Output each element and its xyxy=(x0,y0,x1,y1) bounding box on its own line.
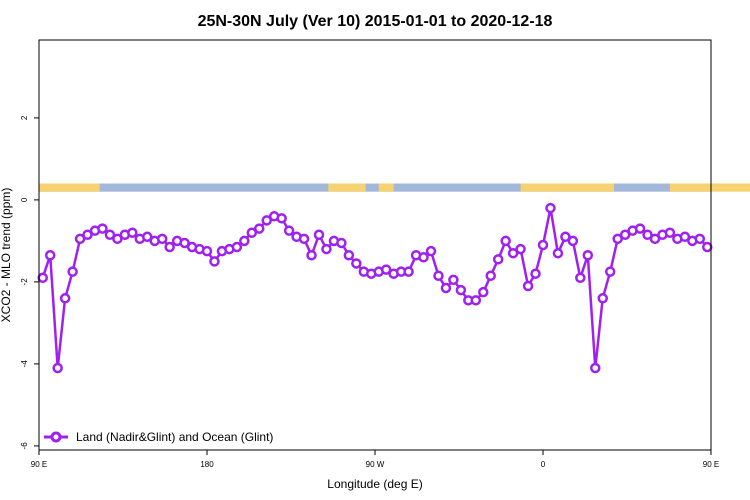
x-tick-label: 90 E xyxy=(31,460,47,469)
data-point xyxy=(104,229,116,240)
data-point xyxy=(336,237,347,249)
data-point xyxy=(664,227,676,238)
y-axis-label: XCO2 - MLO trend (ppm) xyxy=(0,188,13,323)
data-point xyxy=(82,229,93,240)
data-point xyxy=(694,233,706,245)
data-point xyxy=(59,293,71,304)
land-segment-3 xyxy=(520,183,614,192)
data-point xyxy=(575,272,586,284)
series-line xyxy=(41,206,709,370)
land-segment-0 xyxy=(39,183,100,192)
data-point xyxy=(478,286,489,298)
data-point xyxy=(619,229,631,240)
y-tick-label: -2 xyxy=(20,278,29,286)
y-tick-label: -6 xyxy=(20,442,29,450)
data-point xyxy=(433,270,444,281)
data-point xyxy=(74,233,86,245)
data-point xyxy=(492,254,504,265)
data-point xyxy=(522,280,534,292)
data-point xyxy=(537,239,549,251)
data-point xyxy=(380,264,392,275)
data-point xyxy=(582,250,594,261)
data-point xyxy=(485,270,496,281)
data-point xyxy=(298,233,310,245)
land-segment-2 xyxy=(378,183,394,192)
land-segment-4 xyxy=(669,183,750,192)
data-point xyxy=(500,235,511,247)
data-point xyxy=(321,243,332,255)
data-point xyxy=(702,241,713,253)
y-tick-label: 2 xyxy=(20,115,29,120)
data-point xyxy=(403,266,414,277)
land-ocean-strip xyxy=(39,183,750,192)
data-point xyxy=(590,362,601,374)
data-point xyxy=(164,241,175,253)
data-point xyxy=(545,202,556,214)
data-point xyxy=(142,231,153,243)
data-point xyxy=(209,256,220,267)
data-point xyxy=(649,233,661,245)
data-point xyxy=(231,241,243,253)
x-axis-ticks: 90 E 180 90 W 0 90 E xyxy=(31,450,719,469)
data-point xyxy=(343,250,355,261)
data-point xyxy=(52,362,63,374)
data-point xyxy=(37,272,48,284)
data-point xyxy=(604,266,616,277)
y-tick-label: -4 xyxy=(20,360,29,368)
data-point xyxy=(156,233,168,245)
data-point xyxy=(679,231,691,243)
land-segment-1 xyxy=(328,183,366,192)
x-axis-label: Longitude (deg E) xyxy=(327,477,422,491)
data-point xyxy=(351,258,362,269)
y-tick-label: 0 xyxy=(20,197,29,202)
data-point xyxy=(246,227,258,238)
data-point xyxy=(97,223,108,234)
data-point xyxy=(261,215,272,226)
x-tick-label: 0 xyxy=(541,460,546,469)
plot-frame xyxy=(38,39,712,451)
data-point xyxy=(67,266,78,277)
legend-marker-swatch xyxy=(50,431,62,443)
data-point xyxy=(425,245,437,257)
data-point xyxy=(567,235,579,247)
x-tick-label: 90 W xyxy=(366,460,385,469)
data-point xyxy=(418,252,429,263)
data-point xyxy=(440,282,452,294)
data-point xyxy=(507,247,519,259)
legend: Land (Nadir&Glint) and Ocean (Glint) xyxy=(44,430,273,444)
x-tick-label: 90 E xyxy=(703,460,719,469)
data-point xyxy=(612,233,623,245)
data-point xyxy=(201,245,213,257)
data-point xyxy=(448,274,459,286)
y-axis-ticks: 2 0 -2 -4 -6 xyxy=(20,115,39,449)
data-point xyxy=(560,231,571,243)
data-point xyxy=(597,293,608,304)
data-point xyxy=(306,250,317,261)
data-point xyxy=(127,227,138,238)
data-point xyxy=(276,213,287,224)
x-tick-label: 180 xyxy=(200,460,214,469)
series-line-group xyxy=(37,202,713,374)
data-point xyxy=(552,247,564,259)
chart-title: 25N-30N July (Ver 10) 2015-01-01 to 2020… xyxy=(198,13,553,30)
data-point xyxy=(470,295,482,306)
data-point xyxy=(44,250,56,261)
data-point xyxy=(313,229,325,240)
data-point xyxy=(179,237,190,249)
data-point xyxy=(530,268,541,279)
data-point xyxy=(239,235,250,247)
ocean-strip xyxy=(39,183,711,192)
legend-label: Land (Nadir&Glint) and Ocean (Glint) xyxy=(76,430,273,444)
data-point xyxy=(254,223,265,234)
data-point xyxy=(642,229,653,240)
data-point xyxy=(515,243,526,255)
data-point xyxy=(283,225,295,236)
data-point xyxy=(112,233,123,245)
data-point xyxy=(634,223,646,234)
data-point xyxy=(455,284,467,296)
